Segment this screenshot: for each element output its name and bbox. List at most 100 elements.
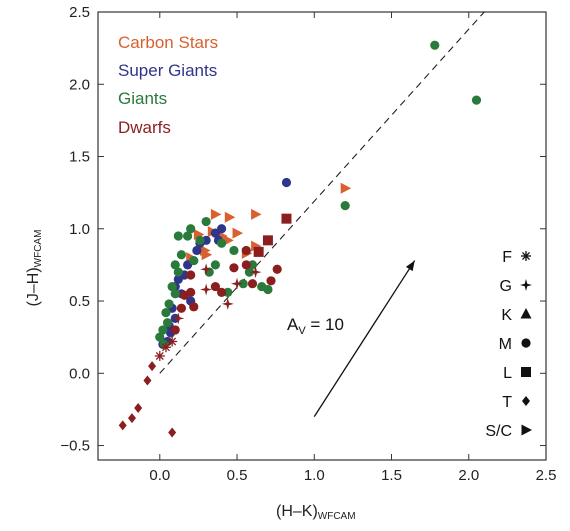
y-tick-label: 1.0 [69,221,90,238]
point-giants [173,231,183,241]
point-giants [430,40,440,50]
point-giants [170,260,180,270]
plot-frame [97,11,547,461]
key-label-s-c: S/C [485,423,512,440]
point-carbon-stars [210,208,222,220]
legend-entry-carbon-stars: Carbon Stars [118,33,218,52]
reddening-arrow-head [405,260,415,272]
point-giants [162,318,173,328]
point-dwarfs [176,303,187,313]
point-dwarfs [168,427,177,438]
point-dwarfs [231,277,244,290]
point-giants [238,279,248,289]
point-giants [173,267,183,277]
key-marker-square [521,367,531,377]
point-giants [170,289,180,299]
reddening-vector: AV = 10 [287,260,416,417]
x-tick-label: 2.5 [536,467,557,484]
y-tick-label: 0.5 [69,293,90,310]
point-dwarfs [262,235,273,246]
point-giants [257,281,267,292]
point-dwarfs [266,276,276,286]
point-giants [216,238,227,248]
point-dwarfs [249,266,262,279]
point-giants [471,95,482,105]
y-axis-label-main: (J–H) [25,267,42,306]
reddening-vector-label: AV = 10 [287,315,344,337]
point-dwarfs [154,350,165,361]
data-points [118,40,482,438]
key-label-l: L [503,365,512,382]
key-label-k: K [501,307,512,324]
point-dwarfs [200,283,213,296]
point-dwarfs [186,270,196,280]
point-dwarfs [127,413,136,424]
point-carbon-stars [251,208,262,220]
key-marker-circle [521,338,531,348]
y-tick-label: 2.0 [69,76,90,93]
x-axis-label: (H–K)WFCAM [276,503,356,522]
point-dwarfs [241,260,251,270]
point-dwarfs [253,246,264,257]
point-dwarfs [179,290,190,300]
reference-line-dashed [159,11,485,374]
point-dwarfs [229,263,239,273]
axis-ticks: 0.0 0.5 1.0 1.5 2.0 2.5 −0.5 0.0 0.5 1.0 1.5 2.0 2.5 [60,4,556,484]
point-giants [161,307,171,318]
key-label-m: M [499,336,512,353]
point-giants [164,299,174,309]
point-dwarfs [172,312,185,325]
key-label-f: F [502,249,512,266]
point-dwarfs [189,302,199,312]
key-marker-asterisk [521,251,531,261]
point-giants [229,245,239,256]
point-super-giants [192,245,202,256]
legend-entry-super-giants: Super Giants [118,61,217,80]
point-dwarfs [216,287,227,297]
x-tick-label: 2.0 [458,467,479,484]
point-giants [155,332,165,342]
point-dwarfs [148,361,157,372]
point-carbon-stars [232,227,244,239]
point-dwarfs [143,375,152,386]
point-dwarfs [118,420,127,431]
legend-entry-giants: Giants [118,89,167,108]
point-dwarfs [241,245,251,256]
point-giants [189,255,199,266]
x-tick-label: 0.0 [149,467,170,484]
point-giants [176,250,187,260]
point-dwarfs [272,264,282,274]
key-marker-triangle-right [521,424,532,436]
key-label-t: T [502,394,512,411]
point-giants [201,216,211,227]
x-axis-label-main: (H–K) [276,503,318,520]
key-label-g: G [500,278,512,295]
x-tick-label: 1.5 [381,467,402,484]
point-dwarfs [210,281,221,292]
key-marker-triangle [520,308,532,319]
legend: Carbon Stars Super Giants Giants Dwarfs [118,33,218,137]
point-giants [195,235,205,245]
x-axis-label-sub: WFCAM [318,511,356,522]
x-tick-label: 1.0 [304,467,325,484]
point-dwarfs [160,342,171,353]
y-axis-label: (J–H)WFCAM [25,230,44,307]
point-dwarfs [221,297,234,310]
legend-entry-dwarfs: Dwarfs [118,118,171,137]
key-marker-star [520,279,532,291]
y-tick-label: 2.5 [69,4,90,21]
x-tick-label: 0.5 [227,467,248,484]
point-dwarfs [167,336,178,347]
point-carbon-stars [224,211,236,223]
point-dwarfs [200,263,213,276]
y-axis-label-sub: WFCAM [33,230,44,268]
reference-line [159,11,485,374]
point-giants [167,281,177,292]
y-tick-label: 1.5 [69,149,90,166]
key-marker-diamond [522,396,530,406]
point-dwarfs [170,325,180,335]
point-super-giants [216,224,227,234]
point-super-giants [281,177,292,188]
